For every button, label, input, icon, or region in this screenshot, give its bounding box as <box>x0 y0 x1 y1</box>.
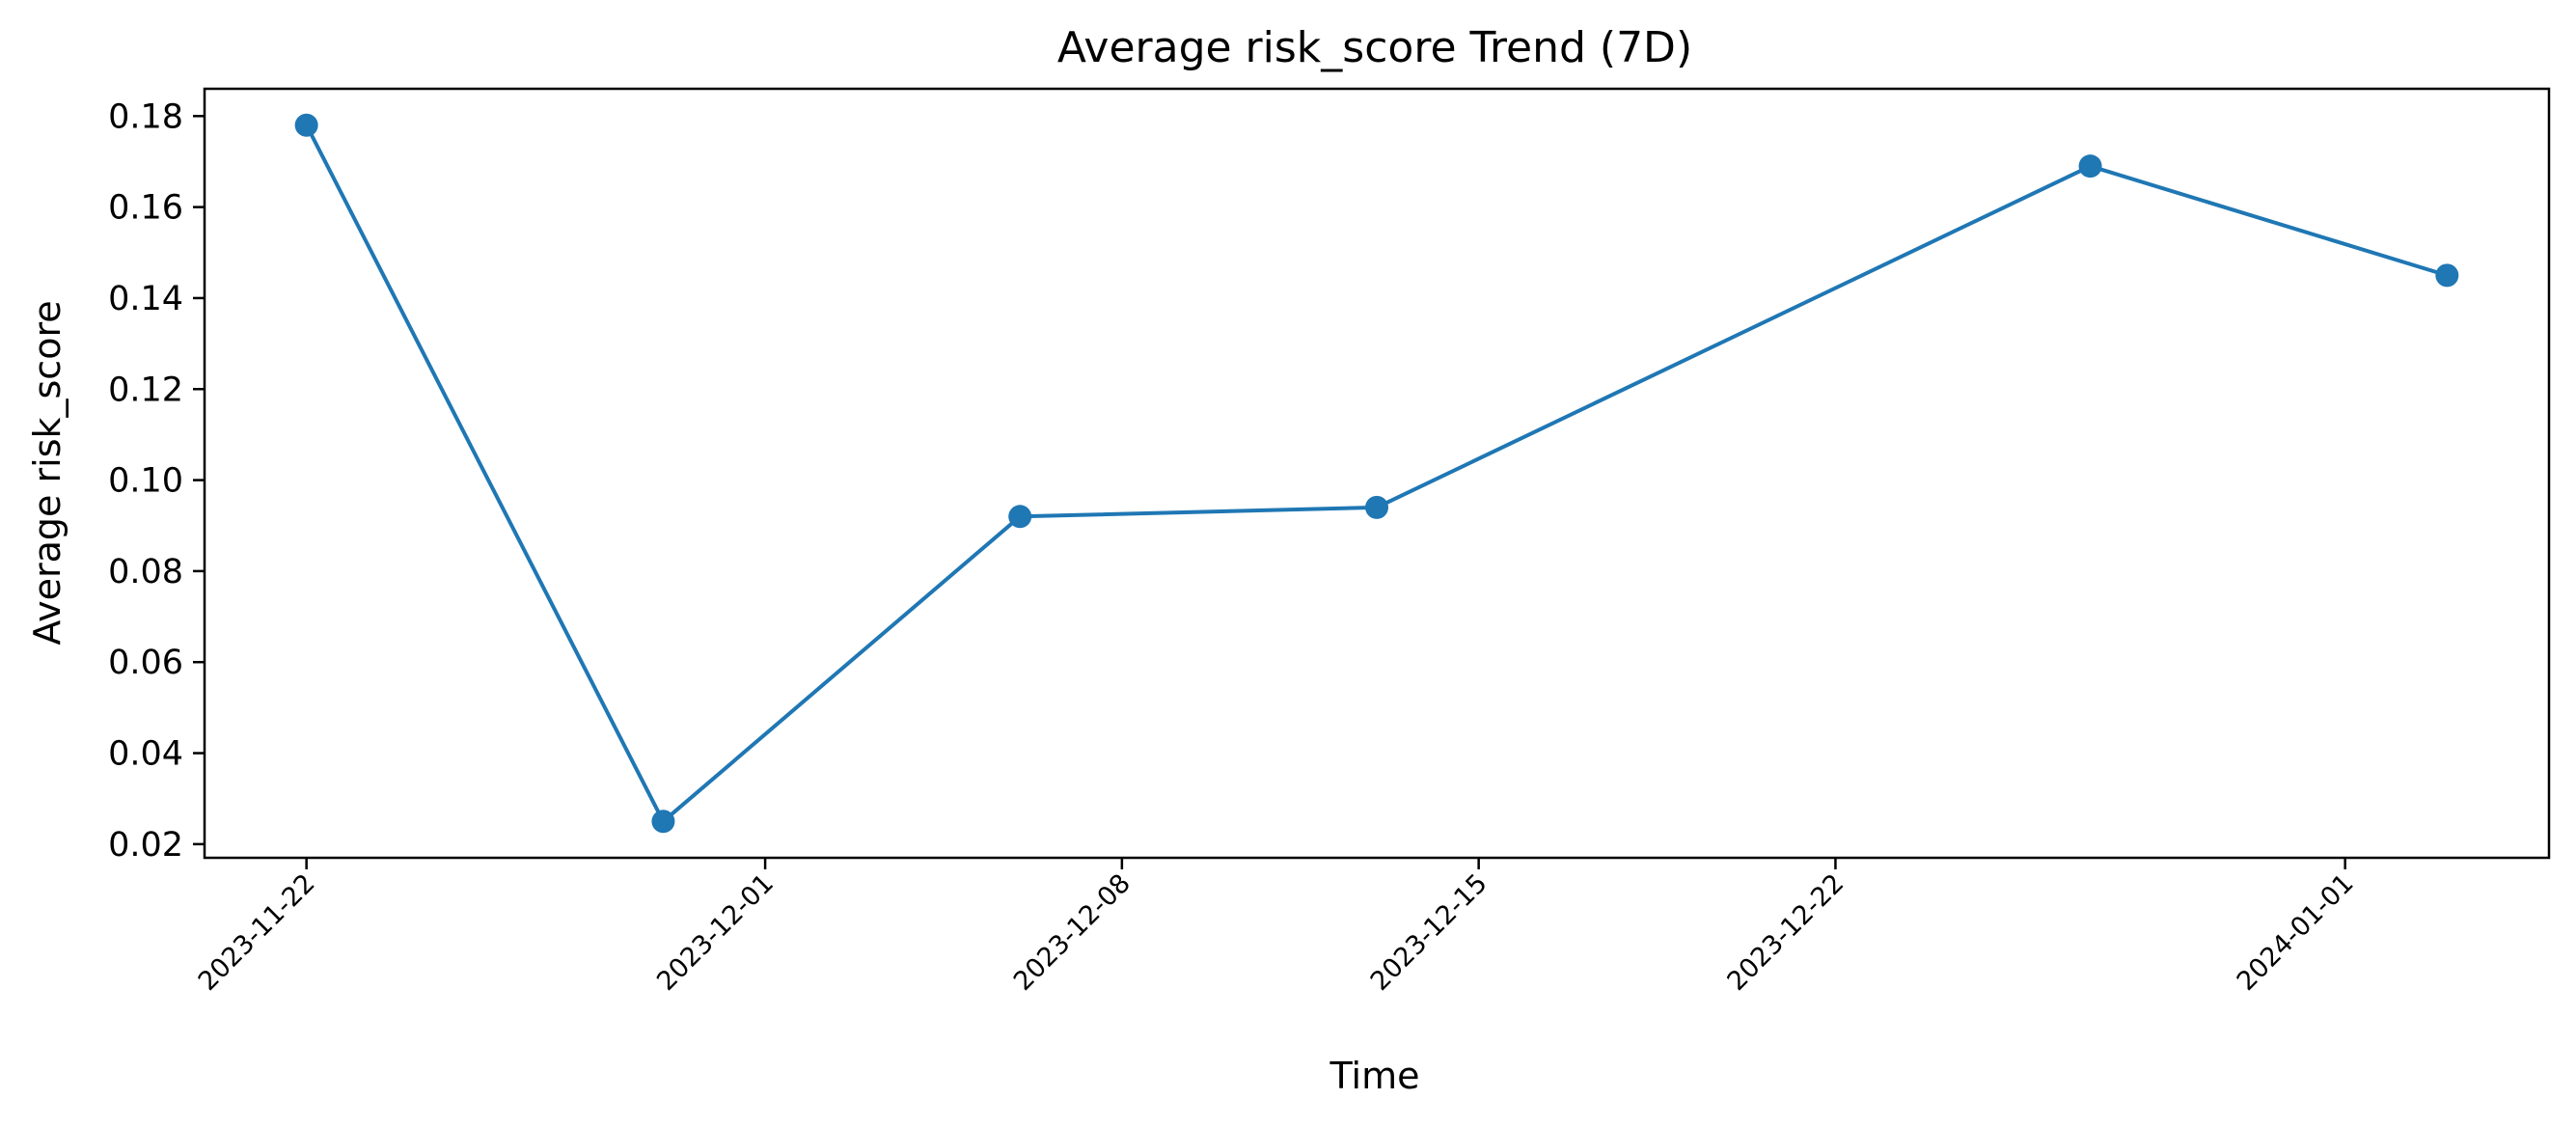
x-tick-label: 2023-11-22 <box>193 868 321 997</box>
series-line <box>304 123 2450 824</box>
series-layer <box>294 113 2459 834</box>
data-point <box>1008 505 1032 529</box>
data-point <box>1365 495 1388 519</box>
x-tick-label: 2023-12-01 <box>651 868 780 997</box>
data-point <box>651 810 675 834</box>
y-tick-label: 0.08 <box>108 553 183 591</box>
x-tick-label: 2023-12-15 <box>1365 868 1494 997</box>
y-axis-label: Average risk_score <box>26 300 69 645</box>
x-tick-label: 2024-01-01 <box>2232 868 2360 997</box>
y-tick-label: 0.18 <box>108 97 183 136</box>
y-tick-label: 0.12 <box>108 371 183 409</box>
y-tick-label: 0.10 <box>108 462 183 501</box>
y-tick-label: 0.02 <box>108 826 183 865</box>
x-axis: 2023-11-22 2023-12-01 2023-12-08 2023-12-15… <box>193 858 2360 997</box>
y-tick-label: 0.06 <box>108 644 183 682</box>
x-tick-label: 2023-12-08 <box>1008 868 1137 997</box>
y-tick-label: 0.04 <box>108 735 183 774</box>
y-axis: 0.02 0.04 0.06 0.08 0.10 0.12 0.14 0.16 0.18 <box>108 97 205 865</box>
data-point <box>294 113 318 137</box>
y-tick-label: 0.16 <box>108 189 183 228</box>
data-point <box>2435 263 2459 288</box>
x-tick-label: 2023-12-22 <box>1722 868 1850 997</box>
plot-frame <box>203 87 2551 860</box>
data-point <box>2078 154 2102 179</box>
x-axis-label: Time <box>1329 1055 1420 1097</box>
y-tick-label: 0.14 <box>108 280 183 318</box>
chart-title: Average risk_score Trend (7D) <box>1057 23 1692 72</box>
